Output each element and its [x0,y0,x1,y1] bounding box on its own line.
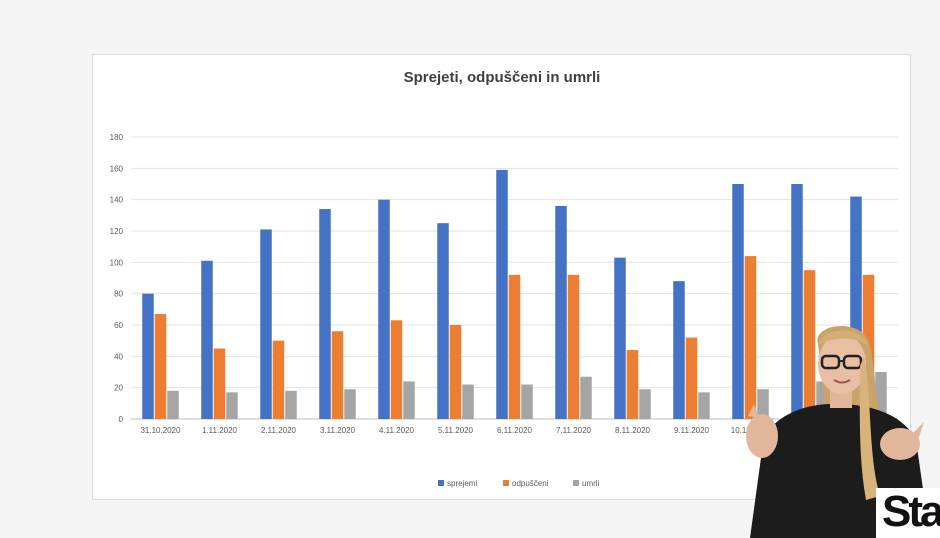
bar-umrli [875,372,887,419]
bar-sprejemi [260,229,272,419]
sign-language-interpreter [746,326,930,538]
bar-odpusceni [803,270,816,419]
bar-odpusceni [272,340,285,419]
y-tick-label: 140 [110,196,124,205]
bar-sprejemi [378,199,390,419]
x-tick-label: 4.11.2020 [379,426,415,435]
y-tick-label: 60 [114,321,123,330]
bar-sprejemi [732,184,744,419]
bar-umrli [698,392,710,419]
bar-umrli [521,384,533,419]
bar-umrli [639,389,651,419]
y-tick-label: 40 [114,352,123,361]
legend-label: odpuščeni [512,479,549,488]
x-tick-label: 9.11.2020 [674,426,710,435]
bar-umrli [816,381,828,419]
bar-odpusceni [213,348,226,419]
legend: sprejemi odpuščeni umrli [438,479,600,488]
x-tick-label: 2.11.2020 [261,426,297,435]
y-tick-label: 100 [110,258,124,267]
bar-umrli [344,389,356,419]
y-tick-label: 180 [110,133,124,142]
x-tick-label: 8.11.2020 [615,426,651,435]
bar-odpusceni [449,325,462,419]
chart-panel: 0 20 40 60 80 100 120 140 160 180 31.10.2020 1.11.… [92,54,911,500]
bar-odpusceni [508,274,521,419]
y-tick-label: 80 [114,290,123,299]
y-tick-label: 20 [114,384,123,393]
legend-label: sprejemi [447,479,477,488]
x-tick-label: 6.11.2020 [497,426,533,435]
bar-odpusceni [331,331,344,419]
bar-sprejemi [850,196,862,419]
bar-odpusceni [626,350,639,419]
y-tick-label: 160 [110,164,124,173]
y-tick-label: 0 [119,415,124,424]
bar-odpusceni [390,320,403,419]
bar-umrli [462,384,474,419]
bar-sprejemi [142,293,154,419]
chart-title: Sprejeti, odpuščeni in umrli [404,69,601,86]
bar-sprejemi [319,209,331,419]
bar-odpusceni [154,314,167,419]
bar-umrli [167,390,179,419]
bar-sprejemi [673,281,685,419]
logo-text: Sta [882,488,940,536]
bar-odpusceni [744,256,757,419]
x-tick-label: 31.10.2020 [140,426,181,435]
bar-sprejemi [555,205,567,419]
y-tick-label: 120 [110,227,124,236]
bar-umrli [285,390,297,419]
x-tick-label: 3.11.2020 [320,426,356,435]
x-tick-label: 7.11.2020 [556,426,592,435]
legend-swatch [503,480,509,486]
broadcaster-logo: Sta [876,488,940,538]
legend-label: umrli [582,479,600,488]
bar-sprejemi [437,223,449,419]
x-tick-label: 5.11.2020 [438,426,474,435]
legend-swatch [573,480,579,486]
bar-umrli [757,389,769,419]
bar-sprejemi [201,260,213,419]
bar-sprejemi [614,257,626,419]
y-axis-ticks: 0 20 40 60 80 100 120 140 160 180 [110,133,124,424]
legend-swatch [438,480,444,486]
bar-sprejemi [496,169,508,419]
bar-umrli [403,381,415,419]
bar-odpusceni [685,337,698,419]
bar-umrli [226,392,238,419]
x-tick-label: 1.11.2020 [202,426,238,435]
bar-sprejemi [791,184,803,419]
bar-umrli [580,376,592,419]
bar-odpusceni [567,274,580,419]
